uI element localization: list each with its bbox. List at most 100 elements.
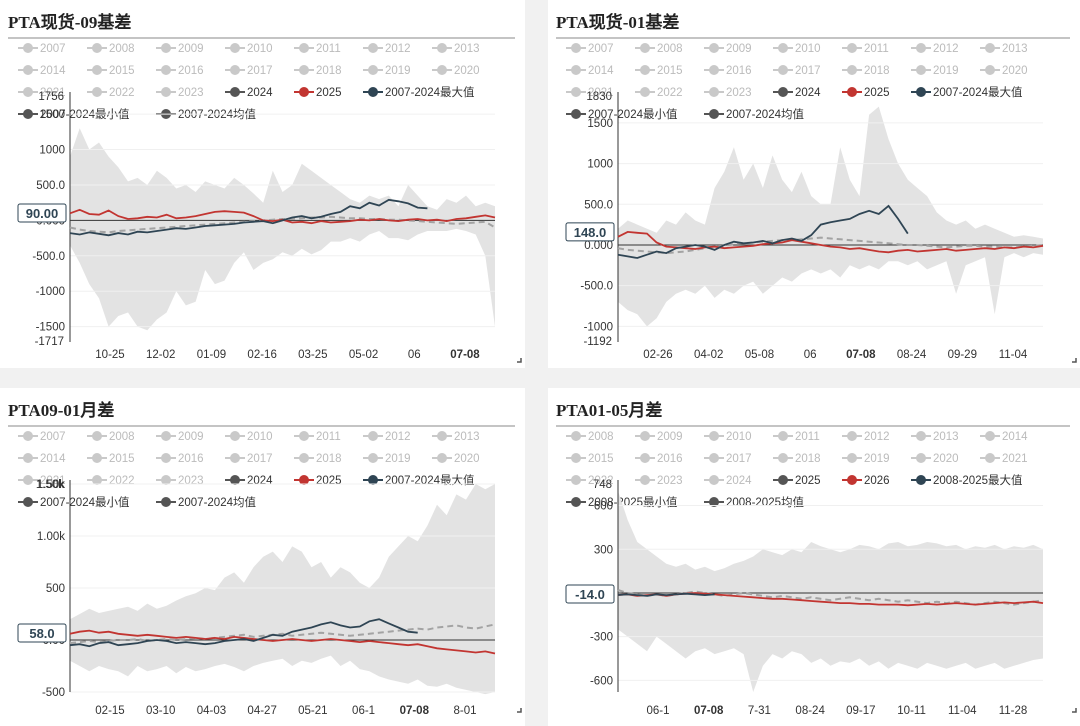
legend-item[interactable]: 2023 xyxy=(156,475,204,487)
resize-corner-icon[interactable] xyxy=(517,358,522,363)
legend-item[interactable]: 2017 xyxy=(704,453,752,465)
legend-item[interactable]: 2011 xyxy=(294,431,341,443)
legend-item[interactable]: 2016 xyxy=(704,65,752,77)
series-line-2025 xyxy=(69,198,428,237)
legend-item[interactable]: 2007-2024最大值 xyxy=(363,85,475,99)
legend-item[interactable]: 2023 xyxy=(635,475,683,487)
legend-item[interactable]: 2012 xyxy=(842,431,890,443)
legend-item[interactable]: 2014 xyxy=(980,431,1028,443)
legend-item[interactable]: 2009 xyxy=(704,43,752,55)
legend-item[interactable]: 2008 xyxy=(635,43,683,55)
legend-item[interactable]: 2014 xyxy=(18,453,66,465)
legend-item[interactable]: 2007-2024最大值 xyxy=(911,85,1023,99)
legend-item[interactable]: 2024 xyxy=(704,475,752,487)
legend-item[interactable]: 2009 xyxy=(635,431,683,443)
legend-item[interactable]: 2021 xyxy=(18,475,66,487)
legend-item[interactable]: 2015 xyxy=(87,65,135,77)
series-line-2025 xyxy=(617,204,909,259)
legend-item[interactable]: 2008-2025均值 xyxy=(704,496,804,509)
legend-item[interactable]: 2010 xyxy=(773,43,821,55)
legend-item[interactable]: 2015 xyxy=(87,453,135,465)
legend-item[interactable]: 2020 xyxy=(980,65,1028,77)
legend-item[interactable]: 2014 xyxy=(18,65,66,77)
legend-item[interactable]: 2013 xyxy=(911,431,959,443)
legend-item[interactable]: 2007-2024最小值 xyxy=(18,496,130,509)
legend-item[interactable]: 2007-2024最小值 xyxy=(566,108,678,121)
resize-corner-icon[interactable] xyxy=(517,708,522,713)
legend-item[interactable]: 2016 xyxy=(635,453,683,465)
legend-item[interactable]: 2014 xyxy=(566,65,614,77)
legend-item[interactable]: 2020 xyxy=(432,65,480,77)
legend-item[interactable]: 2023 xyxy=(156,87,204,99)
legend-item[interactable]: 2010 xyxy=(225,43,273,55)
legend-item[interactable]: 2021 xyxy=(18,87,66,99)
legend-item[interactable]: 2008 xyxy=(87,431,135,443)
legend-item[interactable]: 2007 xyxy=(566,43,614,55)
legend-item[interactable]: 2013 xyxy=(980,43,1028,55)
legend-item[interactable]: 2020 xyxy=(432,453,480,465)
legend-item[interactable]: 2024 xyxy=(773,87,821,99)
legend-item[interactable]: 2022 xyxy=(635,87,683,99)
legend-item[interactable]: 2022 xyxy=(87,475,135,487)
legend-item[interactable]: 2008 xyxy=(87,43,135,55)
legend-item[interactable]: 2026 xyxy=(842,475,890,487)
legend-item[interactable]: 2016 xyxy=(156,453,204,465)
legend-item[interactable]: 2013 xyxy=(432,43,480,55)
legend-item[interactable]: 2007-2024最大值 xyxy=(363,473,475,487)
legend-item[interactable]: 2009 xyxy=(156,43,204,55)
legend-item[interactable]: 2011 xyxy=(294,43,341,55)
svg-text:2007-2024最大值: 2007-2024最大值 xyxy=(933,85,1023,99)
legend-item[interactable]: 2007 xyxy=(18,431,66,443)
legend-item[interactable]: 2018 xyxy=(294,453,342,465)
x-tick-label: 10-25 xyxy=(95,349,124,361)
legend-item[interactable]: 2015 xyxy=(635,65,683,77)
legend-item[interactable]: 2022 xyxy=(87,87,135,99)
legend-item[interactable]: 2019 xyxy=(363,65,411,77)
legend-item[interactable]: 2012 xyxy=(363,431,411,443)
legend-item[interactable]: 2023 xyxy=(704,87,752,99)
resize-corner-icon[interactable] xyxy=(1072,358,1077,363)
legend-item[interactable]: 2018 xyxy=(842,65,890,77)
legend-item[interactable]: 2017 xyxy=(225,65,273,77)
legend-item[interactable]: 2022 xyxy=(566,475,614,487)
legend-item[interactable]: 2007 xyxy=(18,43,66,55)
legend-item[interactable]: 2009 xyxy=(156,431,204,443)
legend-item[interactable]: 2019 xyxy=(363,453,411,465)
legend-item[interactable]: 2024 xyxy=(225,87,273,99)
legend-item[interactable]: 2016 xyxy=(156,65,204,77)
legend-item[interactable]: 2025 xyxy=(294,87,342,99)
legend-item[interactable]: 2010 xyxy=(704,431,752,443)
legend-item[interactable]: 2025 xyxy=(842,87,890,99)
legend-item[interactable]: 2013 xyxy=(432,431,480,443)
legend-item[interactable]: 2007-2024均值 xyxy=(704,108,804,121)
x-tick-label: 04-02 xyxy=(694,349,723,361)
legend-item[interactable]: 2012 xyxy=(363,43,411,55)
legend-item[interactable]: 2018 xyxy=(773,453,821,465)
x-tick-label: 05-21 xyxy=(298,705,327,717)
legend-item[interactable]: 2024 xyxy=(225,475,273,487)
legend-item[interactable]: 2011 xyxy=(842,43,889,55)
legend-item[interactable]: 2012 xyxy=(911,43,959,55)
legend-item[interactable]: 2025 xyxy=(294,475,342,487)
x-tick-label: 8-01 xyxy=(453,705,476,717)
legend-item[interactable]: 2007-2024均值 xyxy=(156,496,256,509)
resize-corner-icon[interactable] xyxy=(1072,708,1077,713)
legend-item[interactable]: 2021 xyxy=(566,87,614,99)
legend-item[interactable]: 2018 xyxy=(294,65,342,77)
legend-item[interactable]: 2008 xyxy=(566,431,614,443)
legend-item[interactable]: 2017 xyxy=(773,65,821,77)
legend-item[interactable]: 2011 xyxy=(773,431,820,443)
legend-item[interactable]: 2019 xyxy=(842,453,890,465)
y-tick-label: -500.0 xyxy=(580,281,613,293)
legend-item[interactable]: 2015 xyxy=(566,453,614,465)
legend-item[interactable]: 2025 xyxy=(773,475,821,487)
svg-text:2021: 2021 xyxy=(40,475,66,487)
legend-item[interactable]: 2020 xyxy=(911,453,959,465)
legend-item[interactable]: 2010 xyxy=(225,431,273,443)
legend-item[interactable]: 2021 xyxy=(980,453,1028,465)
legend-item[interactable]: 2008-2025最大值 xyxy=(911,473,1023,487)
legend-item[interactable]: 2017 xyxy=(225,453,273,465)
legend-item[interactable]: 2019 xyxy=(911,65,959,77)
y-tick-label: -1500 xyxy=(36,322,65,334)
y-pointer-label: 58.0 xyxy=(17,623,67,643)
